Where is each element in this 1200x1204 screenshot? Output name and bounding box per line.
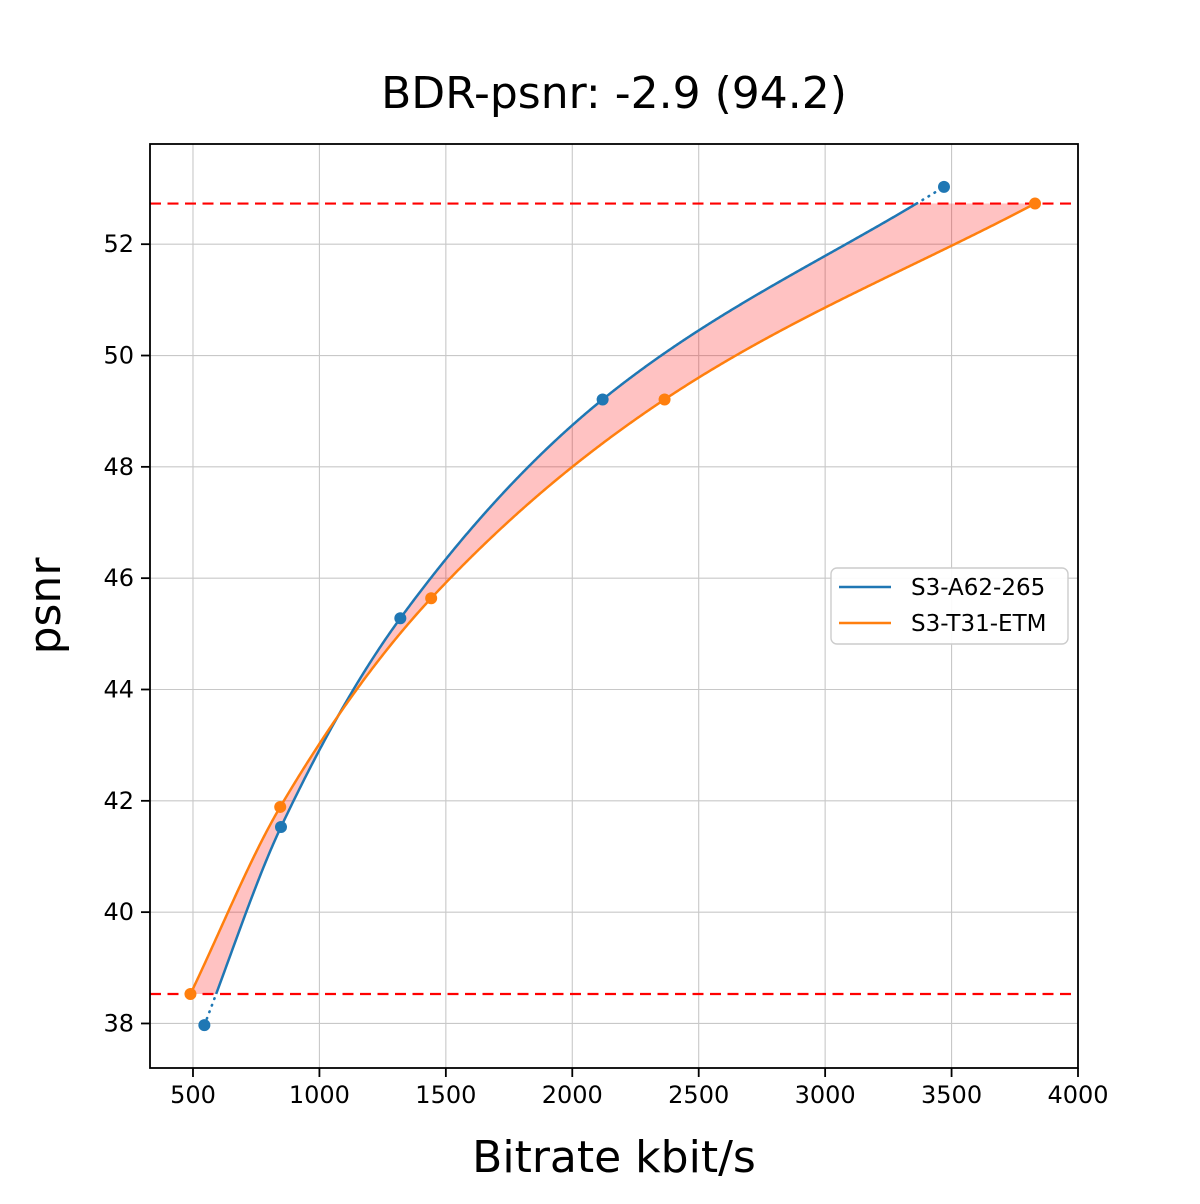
data-point-marker <box>658 393 671 406</box>
y-tick-label: 42 <box>103 787 134 815</box>
y-tick-label: 44 <box>103 675 134 703</box>
y-tick-label: 50 <box>103 342 134 370</box>
data-point-marker <box>425 592 438 605</box>
legend: S3-A62-265 S3-T31-ETM <box>830 567 1069 645</box>
x-tick-label: 1000 <box>289 1081 350 1109</box>
x-tick-label: 2000 <box>542 1081 603 1109</box>
data-point-marker <box>394 612 407 625</box>
tick-layer: 500 1000 1500 2000 2500 3000 3500 4000 38 40 42 44 4… <box>103 230 1108 1109</box>
x-tick-label: 500 <box>170 1081 216 1109</box>
legend-label-series-1: S3-T31-ETM <box>911 611 1046 637</box>
y-tick-label: 46 <box>103 564 134 592</box>
chart-title: BDR-psnr: -2.9 (94.2) <box>381 68 847 119</box>
y-tick-label: 52 <box>103 230 134 258</box>
data-point-marker <box>274 800 287 813</box>
x-tick-label: 4000 <box>1047 1081 1108 1109</box>
y-tick-label: 48 <box>103 453 134 481</box>
legend-label-series-0: S3-A62-265 <box>911 575 1045 601</box>
x-tick-label: 2500 <box>668 1081 729 1109</box>
y-axis-label: psnr <box>20 557 71 655</box>
plot-border <box>149 143 1079 1069</box>
marker-layer <box>184 180 1042 1032</box>
x-tick-label: 3000 <box>795 1081 856 1109</box>
y-tick-label: 40 <box>103 898 134 926</box>
rd-curve-solid <box>214 202 918 995</box>
data-point-marker <box>1029 197 1042 210</box>
x-tick-label: 3500 <box>921 1081 982 1109</box>
data-point-marker <box>274 820 287 833</box>
data-point-marker <box>184 987 197 1000</box>
x-tick-label: 1500 <box>415 1081 476 1109</box>
x-axis-label: Bitrate kbit/s <box>472 1132 756 1183</box>
data-point-marker <box>596 393 609 406</box>
data-point-marker <box>198 1019 211 1032</box>
bd-bounds-layer <box>150 202 1078 996</box>
data-point-marker <box>937 180 950 193</box>
rd-curve-solid <box>189 202 1036 995</box>
y-tick-label: 38 <box>103 1009 134 1037</box>
